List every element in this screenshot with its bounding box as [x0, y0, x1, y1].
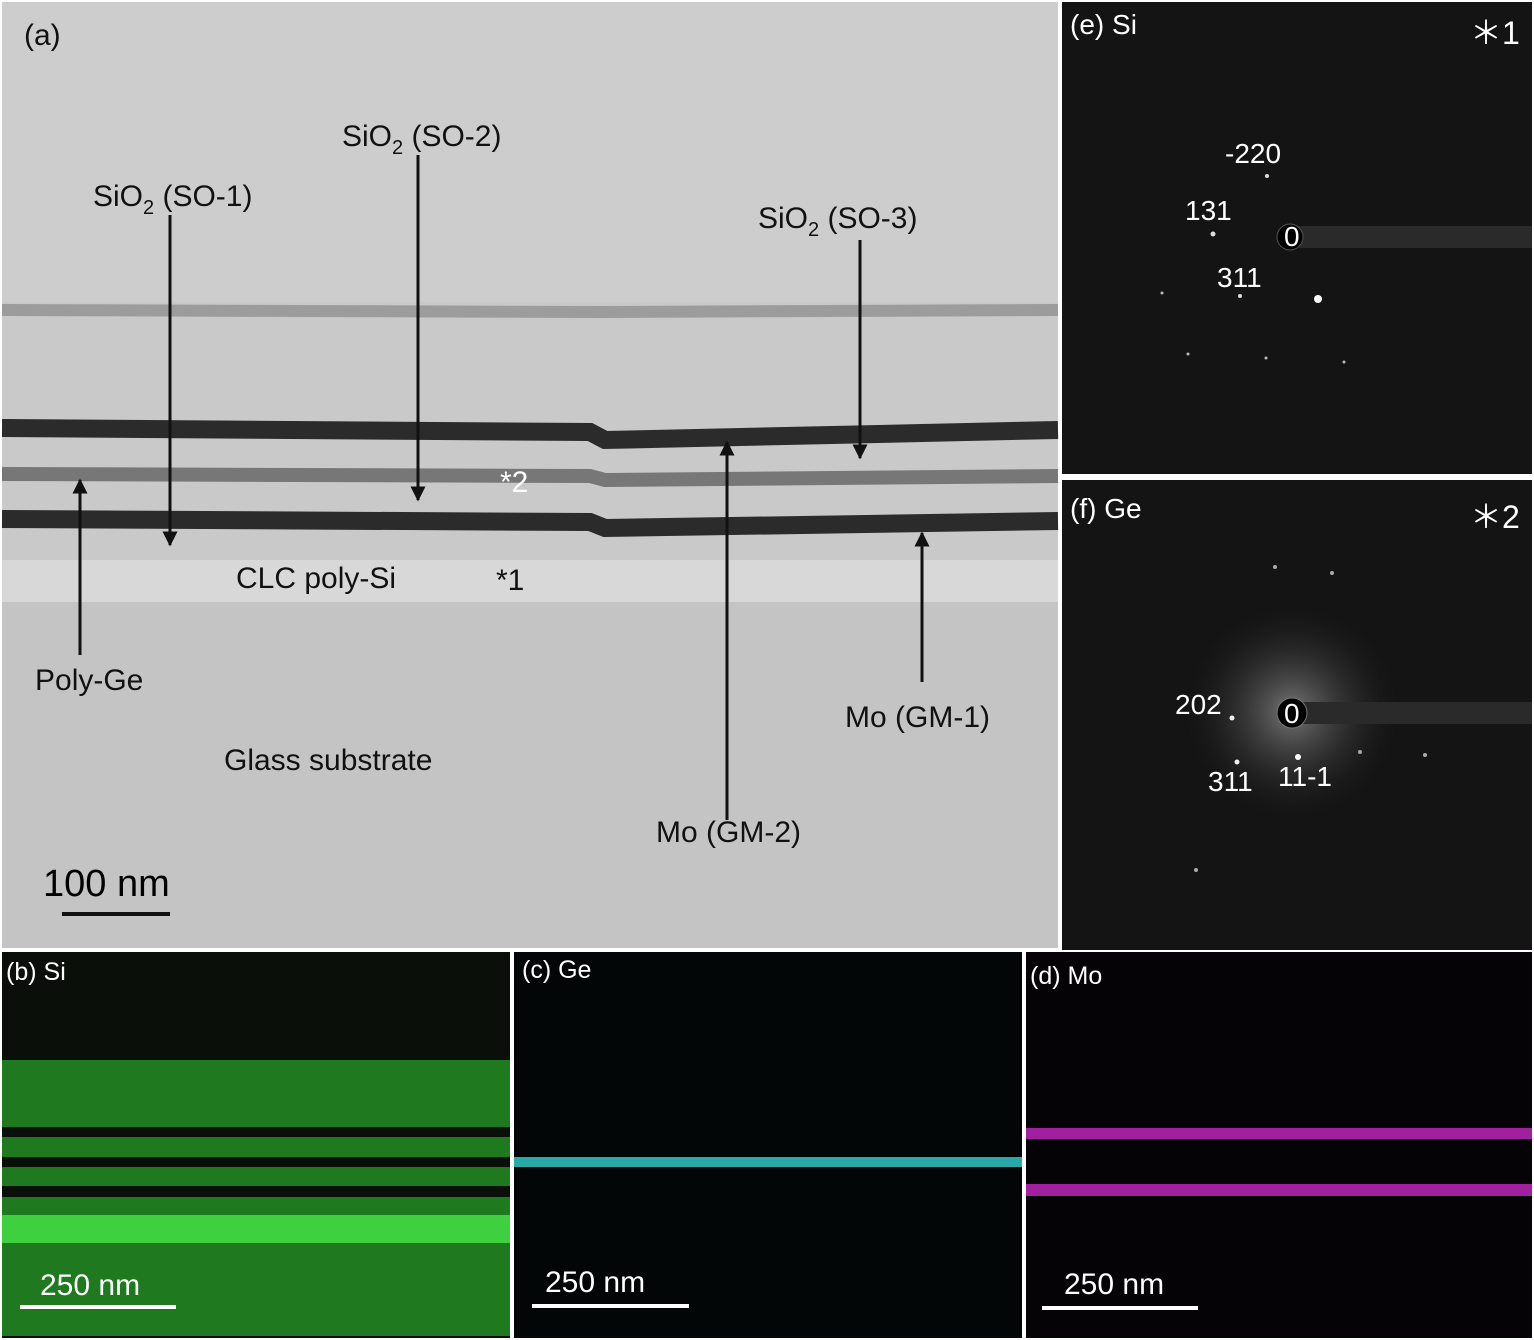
mo-layer: [1026, 1128, 1532, 1139]
beam-stop: [1276, 697, 1308, 729]
gap: [2, 1186, 510, 1197]
mo-layer: [1026, 1184, 1532, 1196]
text: (SO-1): [154, 180, 252, 213]
spot: [1265, 174, 1269, 178]
text: Ge: [1104, 493, 1141, 524]
text: 2: [143, 197, 154, 219]
scale-bar-label: 250 nm: [545, 1266, 645, 1299]
spot-label: 311: [1217, 262, 1262, 293]
eds-map: [514, 952, 1022, 1338]
ge-layer: [1, 467, 1059, 488]
scale-bar-label: 250 nm: [40, 1269, 140, 1302]
clc-layer: [2, 560, 1058, 602]
panel-label: (c) Ge: [522, 956, 591, 984]
beam-stop: [1290, 226, 1532, 248]
annotation: Mo (GM-2): [656, 816, 801, 849]
spot: [1229, 715, 1235, 721]
spot-label: -220: [1225, 138, 1281, 169]
glass-layer: [2, 602, 1058, 948]
annotation: Poly-Ge: [35, 664, 143, 697]
panel-c: (c) Ge 250 nm: [514, 952, 1022, 1338]
spot: [1210, 231, 1216, 237]
spot: [1194, 868, 1198, 872]
beam-stop: [1276, 223, 1304, 251]
gap: [2, 1127, 510, 1137]
text: SiO: [758, 202, 808, 235]
annotation: Glass substrate: [224, 744, 432, 777]
scale-bar-label: 100 nm: [43, 863, 170, 905]
panel-label: (b) Si: [6, 958, 66, 986]
text: SiO: [342, 120, 392, 153]
panel-d: (d) Mo 250 nm: [1026, 952, 1532, 1338]
text: (f): [1070, 493, 1096, 524]
text: (SO-2): [403, 120, 501, 153]
spot: [1273, 565, 1277, 569]
si-layer: [2, 1215, 510, 1243]
text: (b): [6, 958, 37, 986]
text: Mo: [1068, 962, 1103, 990]
ge-layer: [514, 1157, 1022, 1167]
text: SiO: [93, 180, 143, 213]
text: Si: [1112, 9, 1137, 40]
scale-bar-label: 250 nm: [1064, 1268, 1164, 1301]
marker: *1: [496, 564, 524, 597]
annotation: SiO2 (SO-3): [758, 202, 917, 241]
spot-label: 0: [1284, 698, 1300, 729]
text: 2: [808, 219, 819, 241]
panel-f: (f) Ge ＊2 202 0 311 11-1: [1062, 480, 1532, 950]
panel-label: (e) Si: [1070, 9, 1137, 40]
panel-label: (f) Ge: [1070, 493, 1142, 524]
spot: [1238, 294, 1242, 298]
text: (SO-3): [819, 202, 917, 235]
spot: [1186, 352, 1190, 356]
spot: [1358, 750, 1362, 754]
gap: [2, 1157, 510, 1167]
panel-label: (a): [24, 19, 61, 52]
panel-b: (b) Si 250 nm: [2, 952, 510, 1338]
mo-layer: [1, 510, 1059, 538]
spot-label: 202: [1175, 689, 1222, 720]
spot: [1160, 291, 1164, 295]
text: (d): [1030, 962, 1061, 990]
panel-a: (a) SiO2 (SO-1) SiO2 (SO-2) SiO2 (SO-3) …: [1, 2, 1059, 948]
marker: ＊2: [1470, 499, 1520, 535]
spot: [1234, 759, 1240, 765]
marker: ＊1: [1470, 15, 1520, 51]
spot: [1423, 753, 1427, 757]
panel-label: (d) Mo: [1030, 962, 1102, 990]
si-layer: [2, 1060, 510, 1336]
text: Ge: [558, 956, 591, 984]
annotation: Mo (GM-1): [845, 701, 990, 734]
layer: [2, 2, 1058, 302]
spot-label: 311: [1208, 766, 1253, 797]
eds-map: [1026, 952, 1532, 1338]
annotation: SiO2 (SO-1): [93, 180, 252, 219]
text: (e): [1070, 9, 1104, 40]
spot: [1342, 360, 1346, 364]
mo-layer: [1, 419, 1059, 450]
spot-label: 0: [1284, 221, 1300, 252]
spot: [1314, 295, 1322, 303]
beam-stop: [1292, 702, 1532, 724]
text: Si: [44, 958, 66, 986]
text: 2: [392, 137, 403, 159]
panel-e: (e) Si ＊1 -220 131 0 311: [1062, 2, 1532, 474]
annotation: CLC poly-Si: [236, 562, 396, 595]
marker: *2: [500, 466, 528, 499]
text: (c): [522, 956, 551, 984]
spot: [1295, 754, 1301, 760]
annotation: SiO2 (SO-2): [342, 120, 501, 159]
spot-label: 131: [1185, 195, 1232, 226]
layer: [1, 304, 1059, 319]
spot: [1330, 571, 1334, 575]
spot: [1264, 356, 1268, 360]
spot-label: 11-1: [1278, 761, 1332, 792]
